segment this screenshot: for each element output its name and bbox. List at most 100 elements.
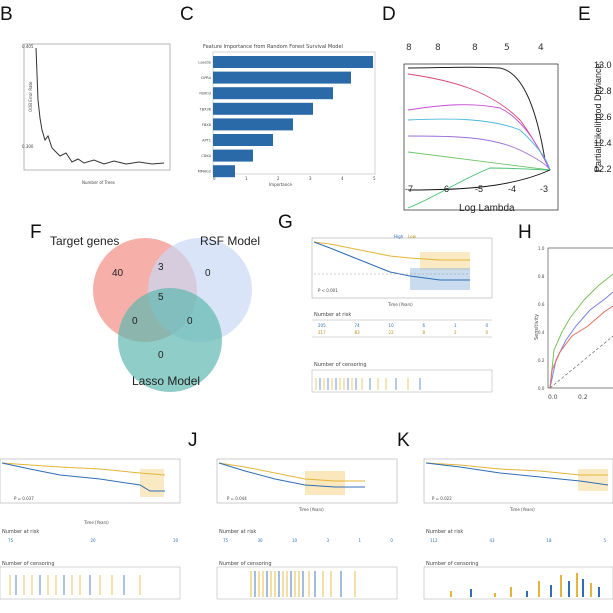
- km-g-risk-row-high: 205 74 10 6 1 0: [318, 323, 488, 328]
- feature-xtick: 3: [309, 176, 312, 181]
- roc-ytick-2: 0.8: [538, 274, 545, 279]
- roc-ytick-4: 0.4: [538, 330, 545, 335]
- risk-cell: 10: [172, 538, 178, 543]
- risk-cell: 75: [8, 538, 14, 543]
- risk-cell: 217: [318, 330, 326, 335]
- lasso-top-tick-5: 4: [538, 43, 544, 53]
- oob-ylabel: OOB Error Rate: [28, 81, 33, 112]
- feature-xtick: 1: [245, 176, 248, 181]
- roc-ytick-1: 1.0: [538, 246, 545, 251]
- venn-chart: [93, 238, 252, 392]
- venn-set-b-label: RSF Model: [200, 234, 261, 248]
- feature-bar: [213, 165, 235, 178]
- feature-importance-chart: Lasetle CIPRA FBXO3 TBX36 FBX8 APT1 CDKA MMAG20…: [198, 51, 376, 181]
- venn-set-c-label: Lasso Model: [132, 374, 201, 388]
- roc-ylabel: Sensitivity: [534, 313, 540, 340]
- roc-ytick-5: 0.2: [538, 358, 545, 363]
- deviance-ytick-4: 12.4: [594, 138, 612, 148]
- panel-label-k: K: [397, 430, 410, 451]
- deviance-ytick-1: 13.0: [594, 60, 612, 70]
- feature-importance-xlabel: Importance: [269, 182, 292, 187]
- panel-label-g: G: [278, 212, 293, 233]
- risk-cell: 1: [454, 323, 457, 328]
- lasso-top-tick-4: 5: [504, 43, 510, 53]
- km-i-pvalue: P = 0.037: [14, 496, 34, 501]
- risk-cell: 2: [454, 330, 457, 335]
- lasso-xtick-2: -6: [441, 184, 450, 194]
- lasso-top-tick-1: 8: [406, 43, 412, 53]
- venn-count-ab: 3: [158, 262, 164, 273]
- panel-label-f: F: [30, 222, 42, 243]
- km-k-censor-title: Number of censoring: [426, 561, 479, 567]
- feature-importance-title: Feature Importance from Random Forest Su…: [203, 44, 343, 50]
- km-chart-g: [311, 237, 493, 393]
- panel-label-c: C: [180, 4, 194, 25]
- km-j-risk-title: Number at risk: [219, 529, 257, 535]
- panel-label-j: J: [188, 430, 198, 451]
- risk-cell: 22: [388, 330, 394, 335]
- km-k-xlabel: Time (Years): [510, 507, 535, 512]
- km-i-risk-row: 75 20 10: [8, 538, 178, 543]
- panel-label-d: D: [382, 4, 396, 25]
- km-chart-j: [216, 458, 398, 600]
- km-k-risk-row: 112 43 18 5: [430, 538, 606, 543]
- oob-ytick-bottom: 0.300: [22, 144, 34, 149]
- risk-cell: 0: [390, 538, 393, 543]
- km-k-pvalue: P = 0.022: [432, 496, 452, 501]
- roc-panel-h: Sensitivity 1.0 0.8 0.6 0.4 0.2 0.0 0.0 …: [528, 240, 613, 405]
- lasso-path-plot: 8 8 8 5 4: [400, 40, 562, 215]
- panel-label-b: B: [0, 4, 13, 25]
- venn-count-bc: 0: [187, 316, 193, 327]
- lasso-top-tick-2: 8: [435, 43, 441, 53]
- risk-cell: 0: [485, 330, 488, 335]
- risk-cell: 10: [388, 323, 394, 328]
- oob-ytick-top: 0.405: [22, 44, 34, 49]
- feature-label: FBX8: [202, 123, 211, 127]
- venn-count-a-only: 40: [112, 268, 124, 279]
- km-g-pvalue: P < 0.001: [318, 288, 338, 293]
- feature-bar: [213, 87, 333, 100]
- km-i-censor-title: Number of censoring: [2, 561, 55, 567]
- feature-label: Lasetle: [198, 61, 211, 65]
- km-panel-i: P = 0.037 Time (Years) Number at risk 75…: [0, 455, 185, 610]
- feature-xtick: 4: [341, 176, 344, 181]
- km-panel-j: P = 0.044 Time (Years) Number at risk 75…: [205, 455, 400, 610]
- risk-cell: 74: [354, 323, 360, 328]
- venn-count-b-only: 0: [205, 268, 211, 279]
- venn-set-a-label: Target genes: [50, 234, 120, 248]
- deviance-ytick-5: 12.2: [594, 164, 612, 174]
- risk-cell: 1: [358, 538, 361, 543]
- venn-count-ac: 0: [132, 316, 138, 327]
- feature-bar: [213, 71, 351, 84]
- risk-cell: 112: [430, 538, 438, 543]
- panel-label-e: E: [578, 4, 591, 25]
- lasso-xlabel: Log Lambda: [459, 203, 515, 214]
- oob-error-plot: 0.405 0.300 OOB Error Rate Number of Tre…: [14, 40, 172, 185]
- feature-label: CDKA: [201, 154, 211, 158]
- km-panel-g: High Low P < 0.001 Time (Years) Number a…: [290, 230, 500, 405]
- deviance-ytick-3: 12.6: [594, 112, 612, 122]
- feature-xtick: 5: [373, 176, 376, 181]
- lasso-xtick-3: -5: [475, 184, 484, 194]
- roc-ytick-6: 0.0: [538, 386, 545, 391]
- lasso-xtick-4: -4: [508, 184, 517, 194]
- km-j-censor-title: Number of censoring: [219, 561, 272, 567]
- risk-cell: 0: [485, 323, 488, 328]
- feature-label: MMAG2: [198, 170, 211, 174]
- feature-label: FBXO3: [199, 92, 211, 96]
- risk-cell: 205: [318, 323, 326, 328]
- risk-cell: 75: [223, 538, 229, 543]
- venn-diagram: Target genes RSF Model Lasso Model 40 3 …: [50, 230, 270, 400]
- km-g-legend-high: High: [394, 234, 404, 239]
- feature-bar: [213, 118, 293, 131]
- panel-label-h: H: [518, 222, 532, 243]
- oob-xlabel: Number of Trees: [82, 180, 115, 185]
- km-g-censor-title: Number of censoring: [314, 362, 367, 368]
- risk-cell: 30: [257, 538, 263, 543]
- lasso-xtick-5: -3: [540, 184, 549, 194]
- risk-cell: 43: [489, 538, 495, 543]
- km-j-risk-row: 75 30 10 3 1 0: [223, 538, 393, 543]
- risk-cell: 83: [354, 330, 360, 335]
- venn-count-c-only: 0: [158, 350, 164, 361]
- risk-cell: 8: [422, 330, 426, 335]
